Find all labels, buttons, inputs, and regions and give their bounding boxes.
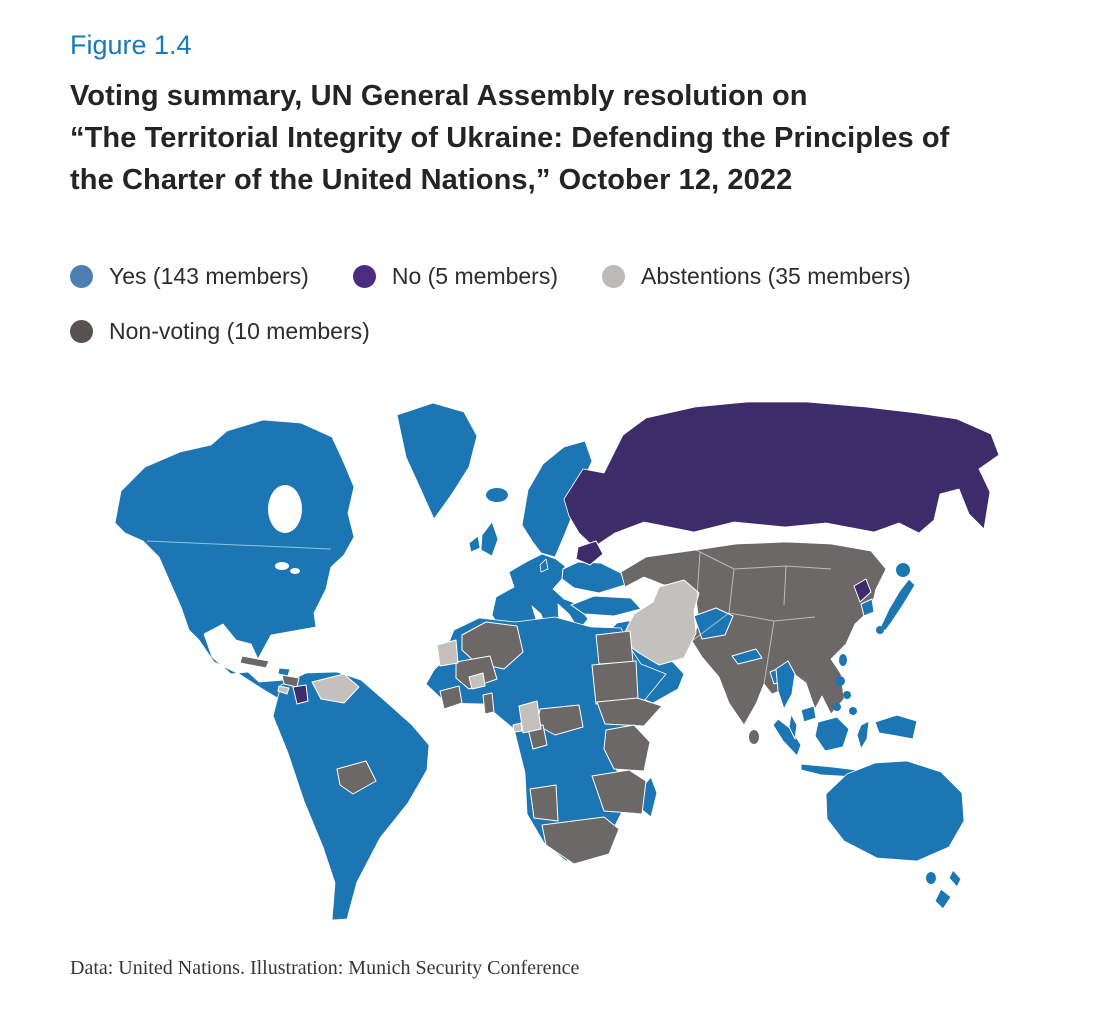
region-hispaniola bbox=[277, 667, 291, 677]
region-borneo bbox=[814, 716, 850, 752]
legend-label-nonvoting: Non-voting (10 members) bbox=[109, 318, 370, 344]
region-equatorial-guinea bbox=[512, 722, 523, 733]
world-vote-map bbox=[85, 373, 1015, 923]
region-philippines-2 bbox=[843, 691, 851, 699]
region-south-africa bbox=[541, 816, 620, 865]
legend-item-abstentions: Abstentions (35 members) bbox=[602, 263, 911, 290]
legend-label-yes: Yes (143 members) bbox=[109, 263, 309, 289]
source-note: Data: United Nations. Illustration: Muni… bbox=[70, 957, 580, 979]
region-philippines-1 bbox=[835, 676, 845, 686]
no-dot-icon bbox=[352, 265, 376, 288]
region-new-zealand-south bbox=[934, 888, 952, 910]
region-uganda-tanzania bbox=[603, 724, 651, 772]
region-japan-honshu bbox=[880, 578, 916, 632]
region-australia bbox=[825, 760, 965, 862]
region-burkina-faso bbox=[468, 672, 486, 690]
legend-item-nonvoting: Non-voting (10 members) bbox=[70, 318, 370, 345]
legend-row-2: Non-voting (10 members) bbox=[70, 318, 1032, 345]
region-el-salvador bbox=[277, 685, 290, 695]
region-ghana-togo bbox=[482, 692, 495, 715]
great-lakes-water-2 bbox=[290, 568, 300, 574]
figure-header: Figure 1.4 Voting summary, UN General As… bbox=[0, 0, 1102, 201]
figure-title-line-3: the Charter of the United Nations,” Octo… bbox=[70, 164, 793, 196]
legend-label-abstentions: Abstentions (35 members) bbox=[641, 263, 911, 289]
nonvoting-dot-icon bbox=[70, 320, 93, 343]
region-sudan bbox=[591, 660, 639, 705]
region-taiwan bbox=[839, 654, 847, 666]
region-bolivia bbox=[336, 760, 377, 795]
region-japan-hokkaido bbox=[896, 563, 910, 577]
region-north-america bbox=[114, 419, 355, 715]
region-greenland bbox=[396, 402, 478, 520]
great-lakes-water bbox=[275, 562, 289, 570]
region-cuba bbox=[239, 655, 270, 669]
region-uk bbox=[480, 521, 499, 557]
region-malay-peninsula bbox=[788, 713, 798, 740]
region-ethiopia bbox=[596, 697, 663, 727]
region-sulawesi bbox=[856, 720, 870, 750]
figure-title-line-1: Voting summary, UN General Assembly reso… bbox=[70, 80, 808, 112]
region-south-america bbox=[272, 671, 430, 921]
region-new-zealand-north bbox=[948, 869, 962, 888]
region-venezuela bbox=[311, 673, 360, 704]
region-egypt bbox=[595, 630, 634, 665]
region-philippines-4 bbox=[849, 707, 857, 715]
region-new-guinea bbox=[874, 714, 918, 740]
legend-label-no: No (5 members) bbox=[391, 263, 559, 289]
legend: Yes (143 members) No (5 members) Abstent… bbox=[0, 263, 1102, 345]
region-belarus bbox=[575, 540, 604, 566]
region-philippines-3 bbox=[833, 703, 841, 711]
region-japan-kyushu bbox=[876, 626, 884, 634]
country-borders bbox=[146, 540, 832, 685]
region-denmark bbox=[539, 558, 549, 573]
figure-number: Figure 1.4 bbox=[70, 30, 192, 60]
region-south-korea bbox=[860, 598, 875, 617]
region-cameroon bbox=[518, 700, 542, 734]
region-western-sahara bbox=[436, 639, 459, 667]
abstentions-dot-icon bbox=[602, 265, 626, 288]
region-ukraine bbox=[561, 561, 626, 594]
region-russia bbox=[563, 401, 1000, 548]
hudson-bay-water bbox=[268, 485, 302, 533]
region-algeria bbox=[461, 621, 524, 670]
region-north-korea bbox=[853, 578, 872, 603]
figure-title: Voting summary, UN General Assembly reso… bbox=[70, 75, 1032, 201]
region-iran-turkmenistan bbox=[623, 579, 700, 666]
region-afghanistan bbox=[693, 607, 734, 640]
region-nepal bbox=[731, 648, 763, 665]
legend-item-yes: Yes (143 members) bbox=[70, 263, 309, 290]
figure-title-line-2: “The Territorial Integrity of Ukraine: D… bbox=[70, 122, 950, 154]
region-namibia bbox=[529, 784, 559, 822]
region-sri-lanka bbox=[749, 730, 759, 744]
yes-dot-icon bbox=[70, 265, 93, 288]
region-tasmania bbox=[926, 872, 936, 884]
region-iceland bbox=[486, 488, 508, 502]
region-nicaragua bbox=[292, 684, 309, 705]
region-guinea bbox=[439, 685, 463, 710]
region-myanmar bbox=[775, 660, 796, 710]
region-cambodia bbox=[800, 705, 817, 723]
legend-row-1: Yes (143 members) No (5 members) Abstent… bbox=[70, 263, 1032, 290]
region-ireland bbox=[468, 535, 481, 553]
legend-item-no: No (5 members) bbox=[352, 263, 559, 290]
region-zimbabwe-mozambique bbox=[591, 769, 647, 815]
